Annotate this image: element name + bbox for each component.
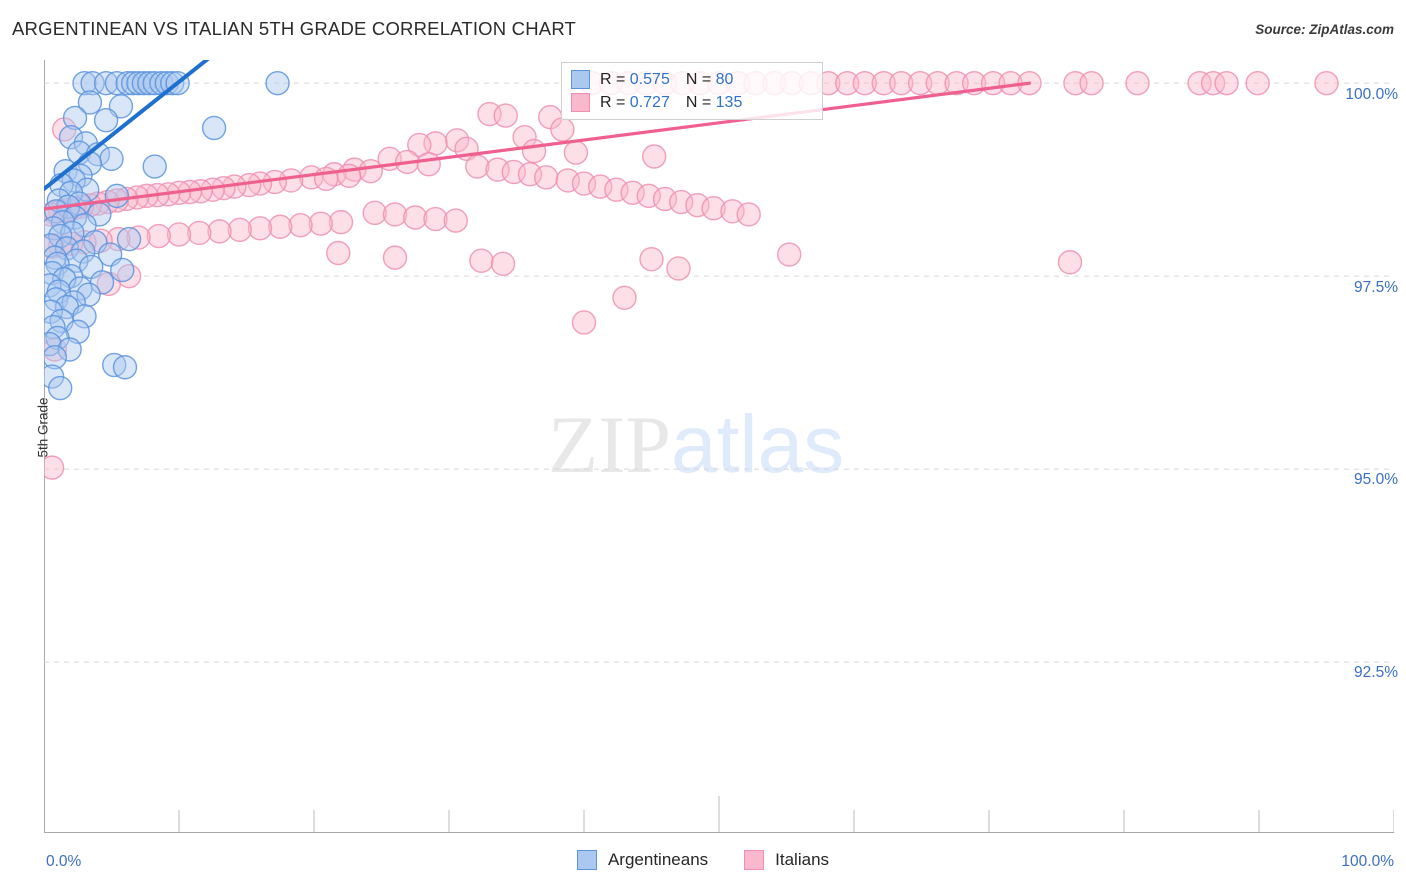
legend-item-argentineans[interactable]: Argentineans — [576, 850, 709, 870]
stats-swatch-pink-icon — [571, 93, 590, 112]
legend-label-italians: Italians — [775, 850, 830, 869]
y-tick-label-92-5: 92.5% — [1354, 664, 1398, 681]
blue-r-value: 0.575 — [629, 70, 670, 88]
source-attribution: Source: ZipAtlas.com — [1255, 22, 1394, 37]
stats-swatch-blue-icon — [571, 70, 590, 89]
stats-row-argentineans: R = 0.575 N = 80 — [571, 68, 813, 91]
legend-item-italians[interactable]: Italians — [744, 850, 829, 870]
pink-n-label: N = — [685, 93, 716, 111]
legend-swatch-argentineans-icon — [576, 850, 597, 870]
pink-n-value: 135 — [715, 93, 743, 111]
blue-n-label: N = — [685, 70, 716, 88]
y-tick-label-95-0: 95.0% — [1354, 471, 1398, 488]
x-axis-min-label: 0.0% — [46, 853, 82, 870]
y-tick-label-97-5: 97.5% — [1354, 279, 1398, 296]
page-title: ARGENTINEAN VS ITALIAN 5TH GRADE CORRELA… — [12, 18, 577, 39]
correlation-stats-box: R = 0.575 N = 80 R = 0.727 N = 135 — [561, 62, 823, 120]
pink-r-value: 0.727 — [629, 93, 670, 111]
pink-r-label: R = — [600, 93, 630, 111]
x-axis-line — [44, 832, 1394, 833]
blue-n-value: 80 — [715, 70, 734, 88]
y-axis-title: 5th Grade — [35, 397, 51, 458]
y-axis-line — [44, 60, 45, 832]
italians-points-group — [44, 70, 1339, 480]
scatter-svg — [44, 60, 1394, 832]
legend-label-argentineans: Argentineans — [607, 850, 709, 869]
y-tick-label-100: 100.0% — [1345, 86, 1398, 103]
series-legend: Argentineans Italians — [0, 850, 1406, 870]
plot-area — [44, 60, 1394, 832]
gridlines — [44, 82, 1394, 663]
x-axis-ticks — [178, 796, 1394, 832]
legend-swatch-italians-icon — [744, 850, 765, 870]
blue-r-label: R = — [600, 70, 630, 88]
stats-row-italians: R = 0.727 N = 135 — [571, 91, 813, 114]
trend-lines-group — [44, 60, 1032, 211]
x-axis-max-label: 100.0% — [1341, 853, 1394, 870]
